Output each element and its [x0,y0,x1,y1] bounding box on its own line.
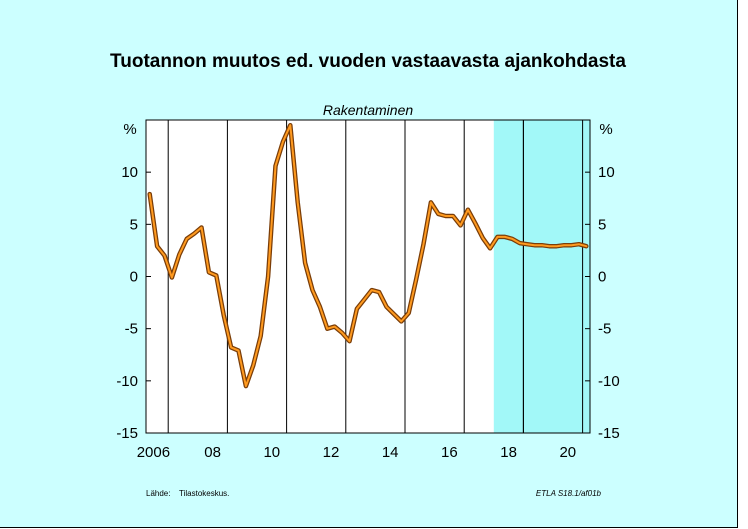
x-tick-label: 10 [263,444,280,461]
series-group [147,122,589,389]
x-tick-label: 14 [382,444,399,461]
x-axis: 2006 08 10 12 14 16 18 20 [137,444,576,461]
x-tick-label: 12 [323,444,340,461]
series-line [148,124,588,388]
y-tick-label-right: -10 [598,373,620,390]
y-tick-label-right: 10 [598,164,615,181]
x-tick-label: 2006 [137,444,170,461]
chart-title: Tuotannon muutos ed. vuoden vastaavasta … [110,51,626,72]
source-value: Tilastokeskus. [179,489,229,498]
y-axis-right: 10 5 0 -5 -10 -15 [585,164,620,442]
y-tick-label-right: -5 [598,321,611,338]
y-axis-right-unit: % [599,121,612,138]
chart-code: ETLA S18.1/af01b [536,489,602,498]
y-tick-label-right: 5 [598,216,606,233]
y-axis-left: 10 5 0 -5 -10 -15 [116,164,151,442]
y-tick-label-left: -15 [116,425,138,442]
y-tick-label-left: -10 [116,373,138,390]
forecast-region [493,120,590,433]
y-tick-label-right: 0 [598,269,606,286]
y-tick-label-left: 0 [130,269,138,286]
grid-lines [167,120,584,433]
chart-subtitle: Rakentaminen [323,102,413,118]
source-label: Lähde: [146,489,170,498]
y-tick-label-left: 10 [121,164,138,181]
y-tick-label-left: 5 [130,216,138,233]
y-axis-left-unit: % [123,121,136,138]
y-tick-label-right: -15 [598,425,620,442]
y-tick-label-left: -5 [125,321,138,338]
x-tick-label: 18 [500,444,517,461]
x-tick-label: 20 [559,444,576,461]
x-tick-label: 16 [441,444,458,461]
x-tick-label: 08 [204,444,221,461]
